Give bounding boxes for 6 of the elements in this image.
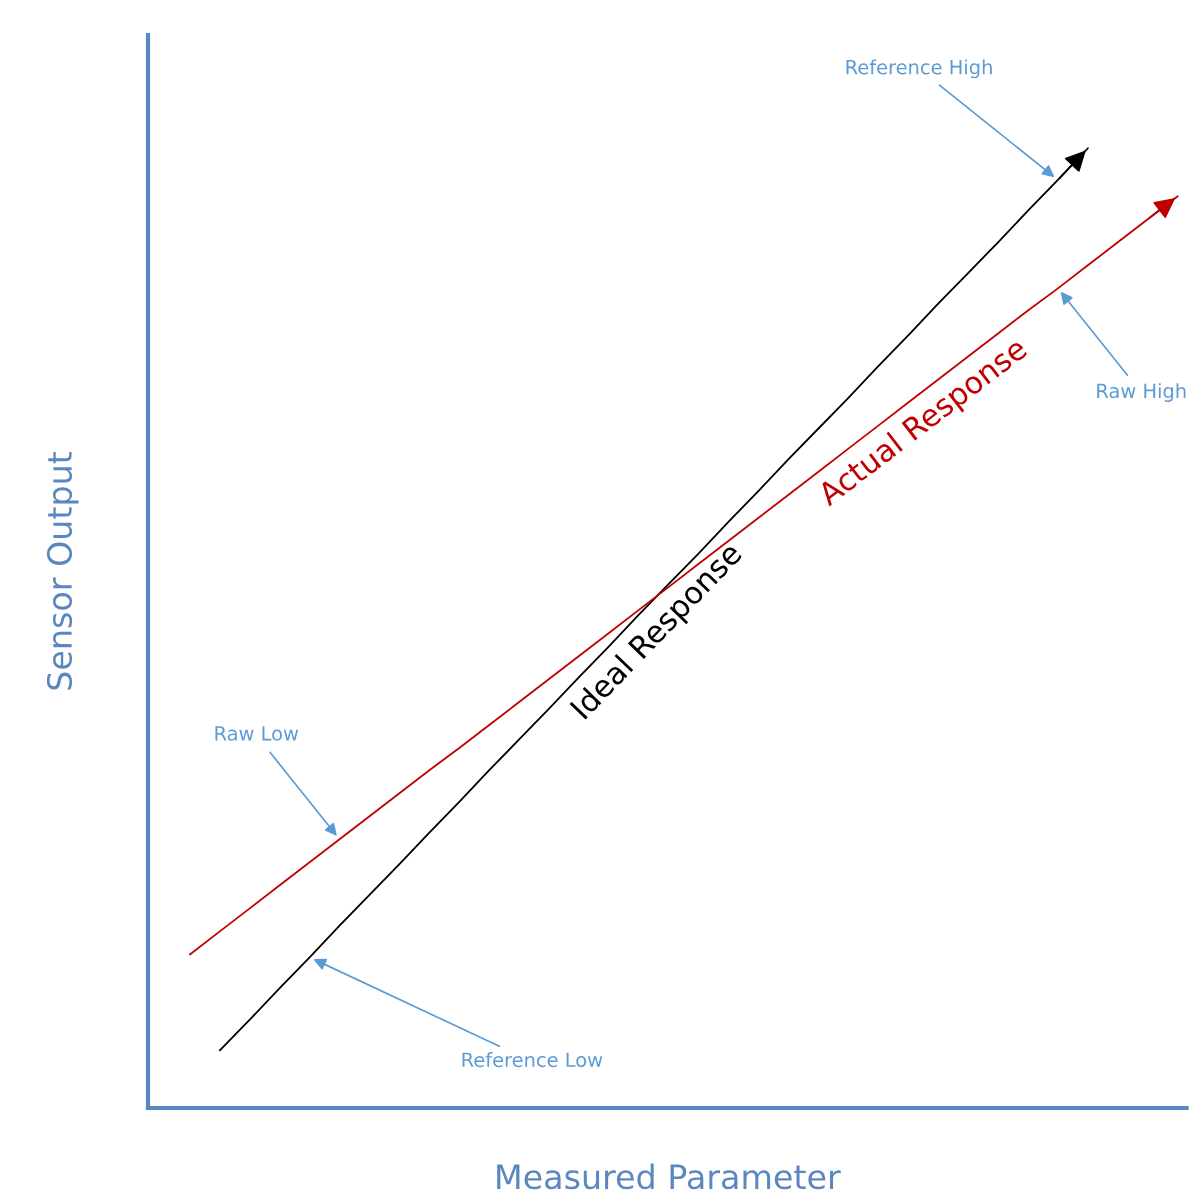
x-axis-title: Measured Parameter — [497, 1163, 841, 1190]
annotation: Raw High — [1097, 383, 1186, 402]
y-axis-title: Sensor Output — [46, 451, 79, 690]
text: Reference High — [846, 59, 992, 79]
annotation: Raw Low — [215, 726, 299, 741]
annotation: Reference Low — [462, 1052, 603, 1068]
